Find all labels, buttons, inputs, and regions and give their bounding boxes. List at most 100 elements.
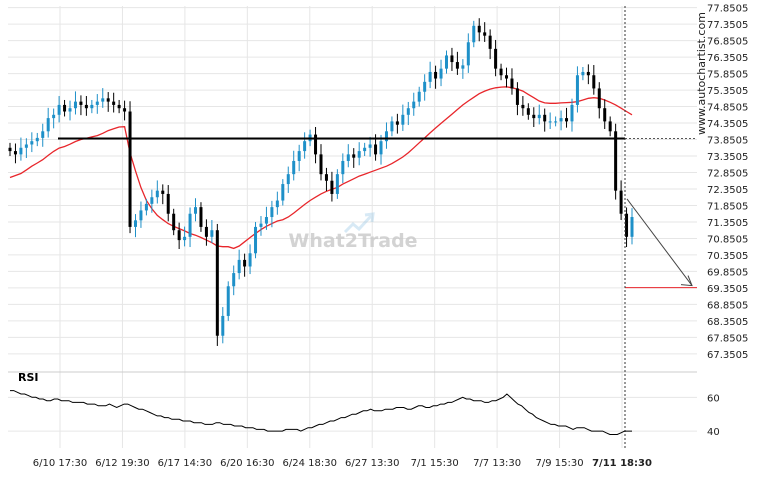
- candle-bullish: [630, 217, 634, 237]
- y-tick-label: 74.3505: [707, 119, 748, 130]
- rsi-line: [10, 390, 632, 435]
- y-tick-label: 67.3505: [707, 350, 748, 361]
- candle-bullish: [335, 174, 339, 194]
- candle-bullish: [101, 98, 105, 102]
- candle-bearish: [8, 147, 12, 152]
- candle-bearish: [510, 78, 514, 89]
- candle-bearish: [215, 230, 219, 336]
- rsi-title: RSI: [18, 371, 39, 384]
- x-tick-label: 6/17 14:30: [158, 458, 212, 469]
- candle-bullish: [554, 121, 558, 123]
- candle-bearish: [494, 48, 498, 69]
- candle-bearish: [330, 180, 334, 194]
- candle-bearish: [455, 62, 459, 69]
- candle-bullish: [292, 160, 296, 175]
- candle-bearish: [177, 230, 181, 241]
- candle-bearish: [483, 32, 487, 36]
- candle-bearish: [608, 121, 612, 132]
- candle-bullish: [46, 118, 50, 132]
- candle-bullish: [57, 104, 61, 115]
- candle-bullish: [232, 273, 236, 287]
- candle-bullish: [248, 253, 252, 267]
- watermark: What2Trade www.autochartist.com: [288, 12, 708, 252]
- candle-bearish: [79, 101, 83, 105]
- rsi-tick-label: 60: [707, 393, 720, 404]
- candle-bullish: [390, 121, 394, 132]
- y-tick-label: 72.8505: [707, 168, 748, 179]
- candle-bullish: [264, 217, 268, 224]
- watermark-brand: What2Trade: [288, 230, 417, 252]
- candle-bearish: [172, 213, 176, 231]
- y-tick-label: 68.3505: [707, 317, 748, 328]
- candle-bearish: [515, 88, 519, 105]
- candle-bearish: [13, 151, 17, 155]
- y-tick-label: 73.8505: [707, 136, 748, 147]
- y-tick-label: 75.3505: [707, 86, 748, 97]
- candle-bullish: [297, 151, 301, 161]
- candle-bearish: [499, 68, 503, 76]
- candle-bullish: [384, 131, 388, 142]
- candle-bearish: [477, 25, 481, 33]
- y-tick-label: 69.3505: [707, 284, 748, 295]
- candle-bullish: [423, 81, 427, 92]
- candle-bearish: [112, 101, 116, 105]
- candle-bearish: [128, 111, 132, 227]
- levels: [58, 6, 697, 448]
- candle-bearish: [204, 226, 208, 237]
- candle-bearish: [619, 190, 623, 214]
- x-tick-label: 7/9 15:30: [536, 458, 584, 469]
- candle-bullish: [95, 101, 99, 105]
- candle-bullish: [548, 121, 552, 123]
- candle-bearish: [521, 104, 525, 109]
- candle-bullish: [73, 101, 77, 109]
- candle-bearish: [532, 114, 536, 119]
- candle-bearish: [324, 174, 328, 181]
- axes: 77.8505 77.3505 76.8505 76.3505 75.8505 75.35…: [33, 4, 749, 469]
- candle-bearish: [597, 88, 601, 109]
- projection-arrowhead-icon: [680, 275, 693, 287]
- x-tick-label: 6/12 19:30: [95, 458, 149, 469]
- candle-bearish: [106, 98, 110, 102]
- moving-average: [9, 86, 633, 250]
- y-tick-label: 70.3505: [707, 251, 748, 262]
- candle-bullish: [281, 184, 285, 201]
- x-tick-label: 7/7 13:30: [473, 458, 521, 469]
- candle-bullish: [133, 220, 137, 227]
- y-tick-label: 71.8505: [707, 201, 748, 212]
- projection-arrow: [626, 198, 693, 286]
- x-tick-label: 6/27 13:30: [345, 458, 399, 469]
- y-tick-label: 75.8505: [707, 70, 748, 81]
- candle-bullish: [68, 108, 72, 112]
- candle-bullish: [581, 71, 585, 76]
- x-tick-label: 7/11 18:30: [592, 458, 652, 469]
- candle-bullish: [575, 75, 579, 105]
- candle-bearish: [314, 134, 318, 155]
- candle-bearish: [395, 121, 399, 125]
- candle-bearish: [199, 207, 203, 227]
- y-tick-label: 77.8505: [707, 4, 748, 15]
- candle-bearish: [63, 104, 67, 112]
- candle-bullish: [139, 210, 143, 221]
- candle-bullish: [41, 131, 45, 138]
- y-tick-label: 72.3505: [707, 185, 748, 196]
- candle-bullish: [417, 91, 421, 102]
- moving-average-line: [9, 86, 633, 250]
- candle-bearish: [565, 118, 569, 122]
- candle-bearish: [166, 193, 170, 214]
- candle-bullish: [155, 190, 159, 198]
- y-tick-label: 70.8505: [707, 234, 748, 245]
- candle-bullish: [144, 203, 148, 211]
- watermark-site: www.autochartist.com: [695, 12, 708, 135]
- y-tick-label: 76.8505: [707, 37, 748, 48]
- candle-bearish: [243, 259, 247, 267]
- candle-bullish: [52, 114, 56, 119]
- x-tick-label: 6/20 16:30: [220, 458, 274, 469]
- candle-bullish: [19, 147, 23, 155]
- candle-bearish: [614, 131, 618, 191]
- candle-bullish: [412, 101, 416, 109]
- candle-bullish: [286, 174, 290, 185]
- rsi-panel: RSI: [10, 371, 632, 435]
- candle-bearish: [117, 104, 121, 109]
- candle-bullish: [357, 151, 361, 158]
